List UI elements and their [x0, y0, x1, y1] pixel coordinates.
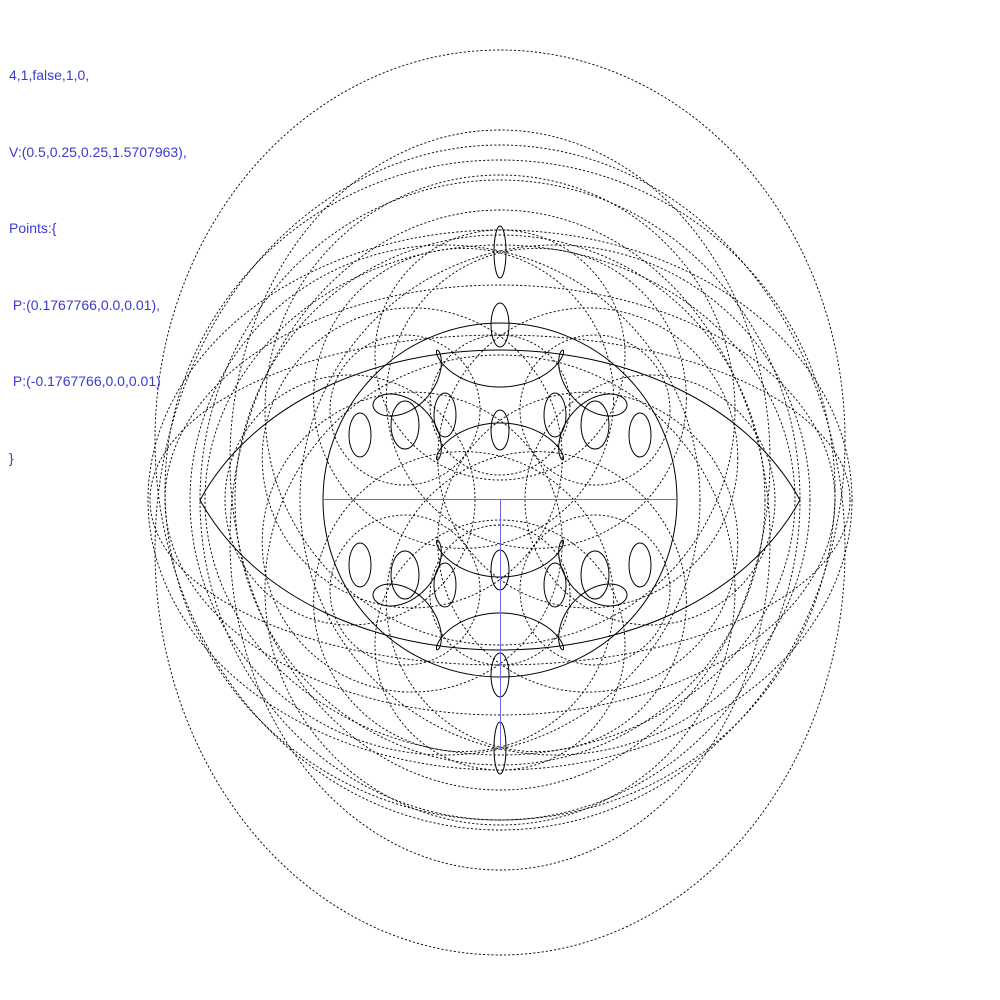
inner-orbit-circle — [429, 334, 571, 476]
center-loop — [490, 409, 510, 451]
teardrop-loop — [580, 400, 610, 450]
side-loop — [628, 412, 652, 458]
side-loop — [348, 412, 372, 458]
parameter-readout: 4,1,false,1,0, V:(0.5,0.25,0.25,1.570796… — [9, 12, 187, 497]
upper-loop-curve — [372, 349, 628, 461]
mid-orbit-circle — [385, 451, 687, 753]
inner-orbit-circle — [329, 334, 481, 486]
mid-orbit-circle — [313, 247, 615, 549]
outer-orbit-ellipse — [229, 209, 771, 871]
teardrop-loop — [390, 550, 420, 600]
outer-orbit-ellipse — [264, 354, 736, 826]
inner-orbit-circle — [329, 514, 481, 666]
side-loop — [543, 392, 567, 438]
mid-orbit-circle — [437, 391, 739, 693]
param-line-2: V:(0.5,0.25,0.25,1.5707963), — [9, 143, 187, 160]
mid-orbit-circle — [234, 234, 766, 766]
outer-orbit-ellipse — [154, 144, 846, 956]
outer-orbit-ellipse — [164, 159, 836, 821]
outer-orbit-ellipse — [204, 244, 796, 756]
outer-orbit-ellipse — [189, 244, 701, 756]
param-line-4: P:(0.1767766,0.0,0.01), — [9, 296, 160, 313]
inner-orbit-circle — [519, 514, 671, 666]
mid-orbit-circle — [313, 451, 615, 753]
inner-orbit-circle — [519, 334, 671, 486]
param-line-1: 4,1,false,1,0, — [9, 67, 90, 83]
mid-orbit-circle — [261, 391, 563, 693]
mid-orbit-circle — [374, 229, 626, 481]
teardrop-loop — [580, 550, 610, 600]
outer-orbit-ellipse — [299, 244, 811, 756]
outer-orbit-ellipse — [264, 174, 736, 646]
side-loop — [543, 562, 567, 608]
mid-orbit-circle — [437, 307, 739, 609]
center-loop — [490, 302, 510, 348]
side-loop — [433, 392, 457, 438]
outer-orbit-ellipse — [154, 49, 846, 831]
eye-envelope — [199, 349, 801, 651]
mid-orbit-circle — [385, 247, 687, 549]
param-line-5: P:(-0.1767766,0.0,0.01) — [9, 373, 161, 389]
side-loop — [628, 542, 652, 588]
side-loop — [433, 562, 457, 608]
mid-orbit-circle — [261, 307, 563, 609]
outer-orbit-ellipse — [229, 129, 771, 791]
center-loop — [493, 225, 507, 279]
side-loop — [348, 542, 372, 588]
param-line-3: Points:{ — [9, 220, 57, 236]
center-axes — [323, 499, 677, 750]
param-line-6: } — [9, 449, 14, 466]
teardrop-loop — [390, 400, 420, 450]
